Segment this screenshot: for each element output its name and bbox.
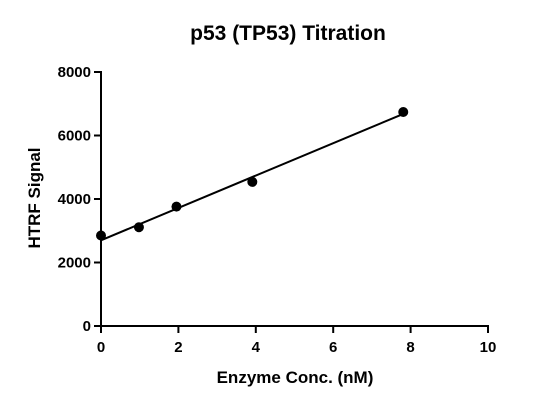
- x-tick-label: 0: [97, 339, 105, 356]
- x-axis-title: Enzyme Conc. (nM): [217, 368, 374, 387]
- y-tick-label: 0: [83, 318, 91, 335]
- plot-area: 0 2 4 6 8 10 0 2000 4000 6000 8000: [58, 64, 497, 356]
- y-tick-label: 4000: [58, 191, 91, 208]
- x-tick-label: 4: [252, 339, 261, 356]
- data-point: [171, 201, 182, 212]
- y-axis-title: HTRF Signal: [25, 147, 44, 248]
- data-point: [96, 230, 106, 241]
- x-tick-label: 10: [480, 339, 497, 356]
- y-tick-label: 6000: [58, 128, 91, 145]
- y-tick-label: 8000: [58, 64, 91, 81]
- x-tick-label: 8: [406, 339, 414, 356]
- data-point: [247, 176, 258, 187]
- chart-title: p53 (TP53) Titration: [190, 22, 386, 45]
- x-tick-label: 2: [174, 339, 182, 356]
- x-tick-label: 6: [329, 339, 337, 356]
- y-tick-label: 2000: [58, 255, 91, 272]
- data-point: [398, 107, 409, 118]
- data-point: [133, 222, 144, 233]
